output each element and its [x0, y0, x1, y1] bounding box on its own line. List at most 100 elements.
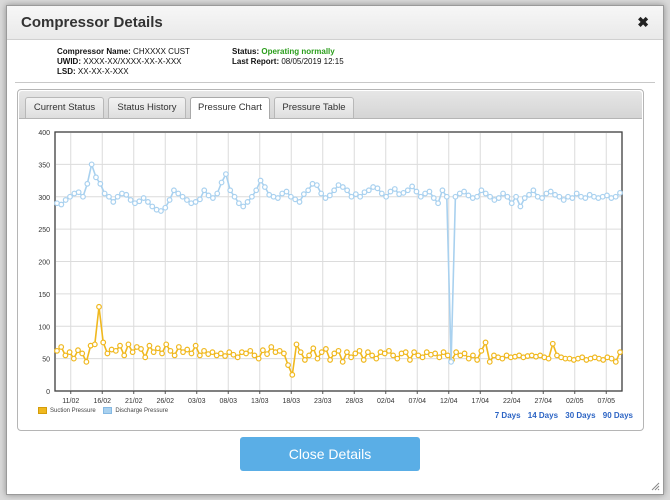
data-point-discharge — [430, 195, 437, 201]
data-point-suction — [121, 352, 128, 359]
data-point-discharge — [339, 184, 346, 190]
y-tick-label: 300 — [38, 195, 50, 202]
range-90-days[interactable]: 90 Days — [602, 411, 633, 420]
tab-pressure-chart[interactable]: Pressure Chart — [190, 97, 270, 119]
data-point-suction — [70, 355, 77, 362]
x-tick-label: 07/04 — [408, 398, 426, 405]
range-30-days[interactable]: 30 Days — [565, 411, 596, 420]
data-point-discharge — [106, 193, 112, 200]
info-divider — [15, 82, 655, 83]
data-point-suction — [112, 347, 119, 354]
data-point-discharge — [123, 191, 130, 198]
data-point-discharge — [465, 192, 472, 199]
legend-label-discharge: Discharge Pressure — [115, 408, 169, 415]
data-point-discharge — [175, 190, 182, 197]
data-point-suction — [100, 339, 107, 346]
data-point-suction — [167, 347, 174, 354]
data-point-discharge — [530, 187, 537, 194]
data-point-discharge — [235, 200, 242, 207]
status-value: Operating normally — [261, 47, 335, 56]
data-point-suction — [58, 344, 65, 350]
y-tick-label: 100 — [38, 324, 50, 331]
compressor-info-left: Compressor Name: CHXXXX CUST UWID: XXXX-… — [57, 47, 190, 77]
data-point-discharge — [84, 180, 91, 187]
data-point-discharge — [526, 191, 532, 198]
pressure-chart: 0 50 100 150 200 250 300 350 400 11/02 16/02 21/02 2… — [38, 130, 623, 405]
tab-status-history[interactable]: Status History — [108, 97, 186, 118]
data-point-suction — [259, 347, 266, 354]
data-point-suction — [331, 350, 338, 357]
x-tick-label: 27/04 — [534, 398, 552, 405]
data-point-discharge — [348, 193, 355, 200]
compressor-name-row: Compressor Name: CHXXXX CUST — [57, 47, 190, 57]
data-point-discharge — [487, 193, 493, 200]
data-point-suction — [499, 355, 506, 362]
lsd-label: LSD: — [57, 67, 76, 76]
data-point-suction — [339, 358, 346, 365]
y-tick-label: 0 — [46, 389, 50, 396]
data-point-discharge — [93, 174, 99, 181]
data-point-suction — [314, 355, 321, 362]
legend-item-suction[interactable]: Suction Pressure — [38, 407, 96, 414]
data-point-discharge — [253, 187, 260, 194]
tab-pressure-table[interactable]: Pressure Table — [274, 97, 354, 118]
data-point-suction — [150, 349, 157, 356]
x-tick-label: 08/03 — [219, 398, 237, 405]
data-point-suction — [335, 347, 342, 354]
data-point-suction — [608, 355, 615, 362]
legend-swatch-discharge — [103, 407, 113, 414]
data-point-discharge — [612, 193, 619, 200]
data-point-suction — [255, 355, 262, 362]
data-point-discharge — [192, 199, 199, 205]
lsd-value: XX-XX-X-XXX — [77, 67, 129, 76]
data-point-discharge — [352, 191, 359, 198]
data-point-suction — [348, 354, 355, 361]
data-point-discharge — [300, 191, 307, 198]
data-point-suction — [394, 355, 401, 362]
close-details-button[interactable]: Close Details — [240, 437, 420, 471]
data-point-discharge — [197, 196, 203, 203]
data-point-suction — [196, 352, 203, 359]
data-point-discharge — [97, 180, 104, 187]
data-point-suction — [276, 347, 283, 354]
x-tick-label: 28/03 — [345, 398, 363, 405]
data-point-discharge — [149, 203, 156, 210]
tab-current-status[interactable]: Current Status — [25, 97, 104, 118]
range-14-days[interactable]: 14 Days — [527, 411, 559, 420]
data-point-suction — [230, 351, 237, 358]
resize-grip-icon[interactable] — [651, 482, 660, 491]
data-point-discharge — [127, 197, 134, 203]
x-tick-label: 03/03 — [188, 398, 206, 405]
uwid-row: UWID: XXXX-XX/XXXX-XX-X-XXX — [57, 57, 190, 67]
range-7-days[interactable]: 7 Days — [494, 411, 521, 420]
data-point-discharge — [604, 192, 610, 199]
data-point-discharge — [521, 195, 528, 201]
data-point-discharge — [617, 189, 623, 196]
data-point-discharge — [318, 190, 325, 197]
data-point-discharge — [184, 197, 190, 203]
data-point-suction — [579, 354, 586, 361]
data-point-discharge — [313, 182, 320, 188]
data-point-suction — [146, 342, 153, 349]
close-icon[interactable]: ✖ — [637, 14, 649, 30]
uwid-value: XXXX-XX/XXXX-XX-X-XXX — [83, 57, 182, 66]
y-tick-label: 50 — [42, 357, 50, 364]
data-point-discharge — [413, 188, 420, 195]
tab-panel: Current Status Status History Pressure C… — [17, 89, 644, 431]
range-selector: 7 Days 14 Days 30 Days 90 Days — [490, 411, 633, 420]
data-point-discharge — [261, 184, 268, 190]
data-point-discharge — [461, 188, 467, 195]
data-point-discharge — [214, 190, 221, 197]
data-point-suction — [247, 347, 254, 354]
data-point-suction — [444, 352, 451, 359]
data-point-discharge — [80, 193, 86, 200]
legend-item-discharge[interactable]: Discharge Pressure — [103, 407, 169, 415]
x-tick-label: 12/04 — [440, 398, 458, 405]
data-point-suction — [264, 351, 270, 357]
data-point-discharge — [478, 187, 485, 194]
data-point-suction — [91, 341, 98, 348]
lsd-row: LSD: XX-XX-X-XXX — [57, 67, 190, 77]
data-point-discharge — [179, 193, 186, 200]
data-point-discharge — [417, 193, 424, 200]
x-tick-label: 21/02 — [125, 398, 143, 405]
